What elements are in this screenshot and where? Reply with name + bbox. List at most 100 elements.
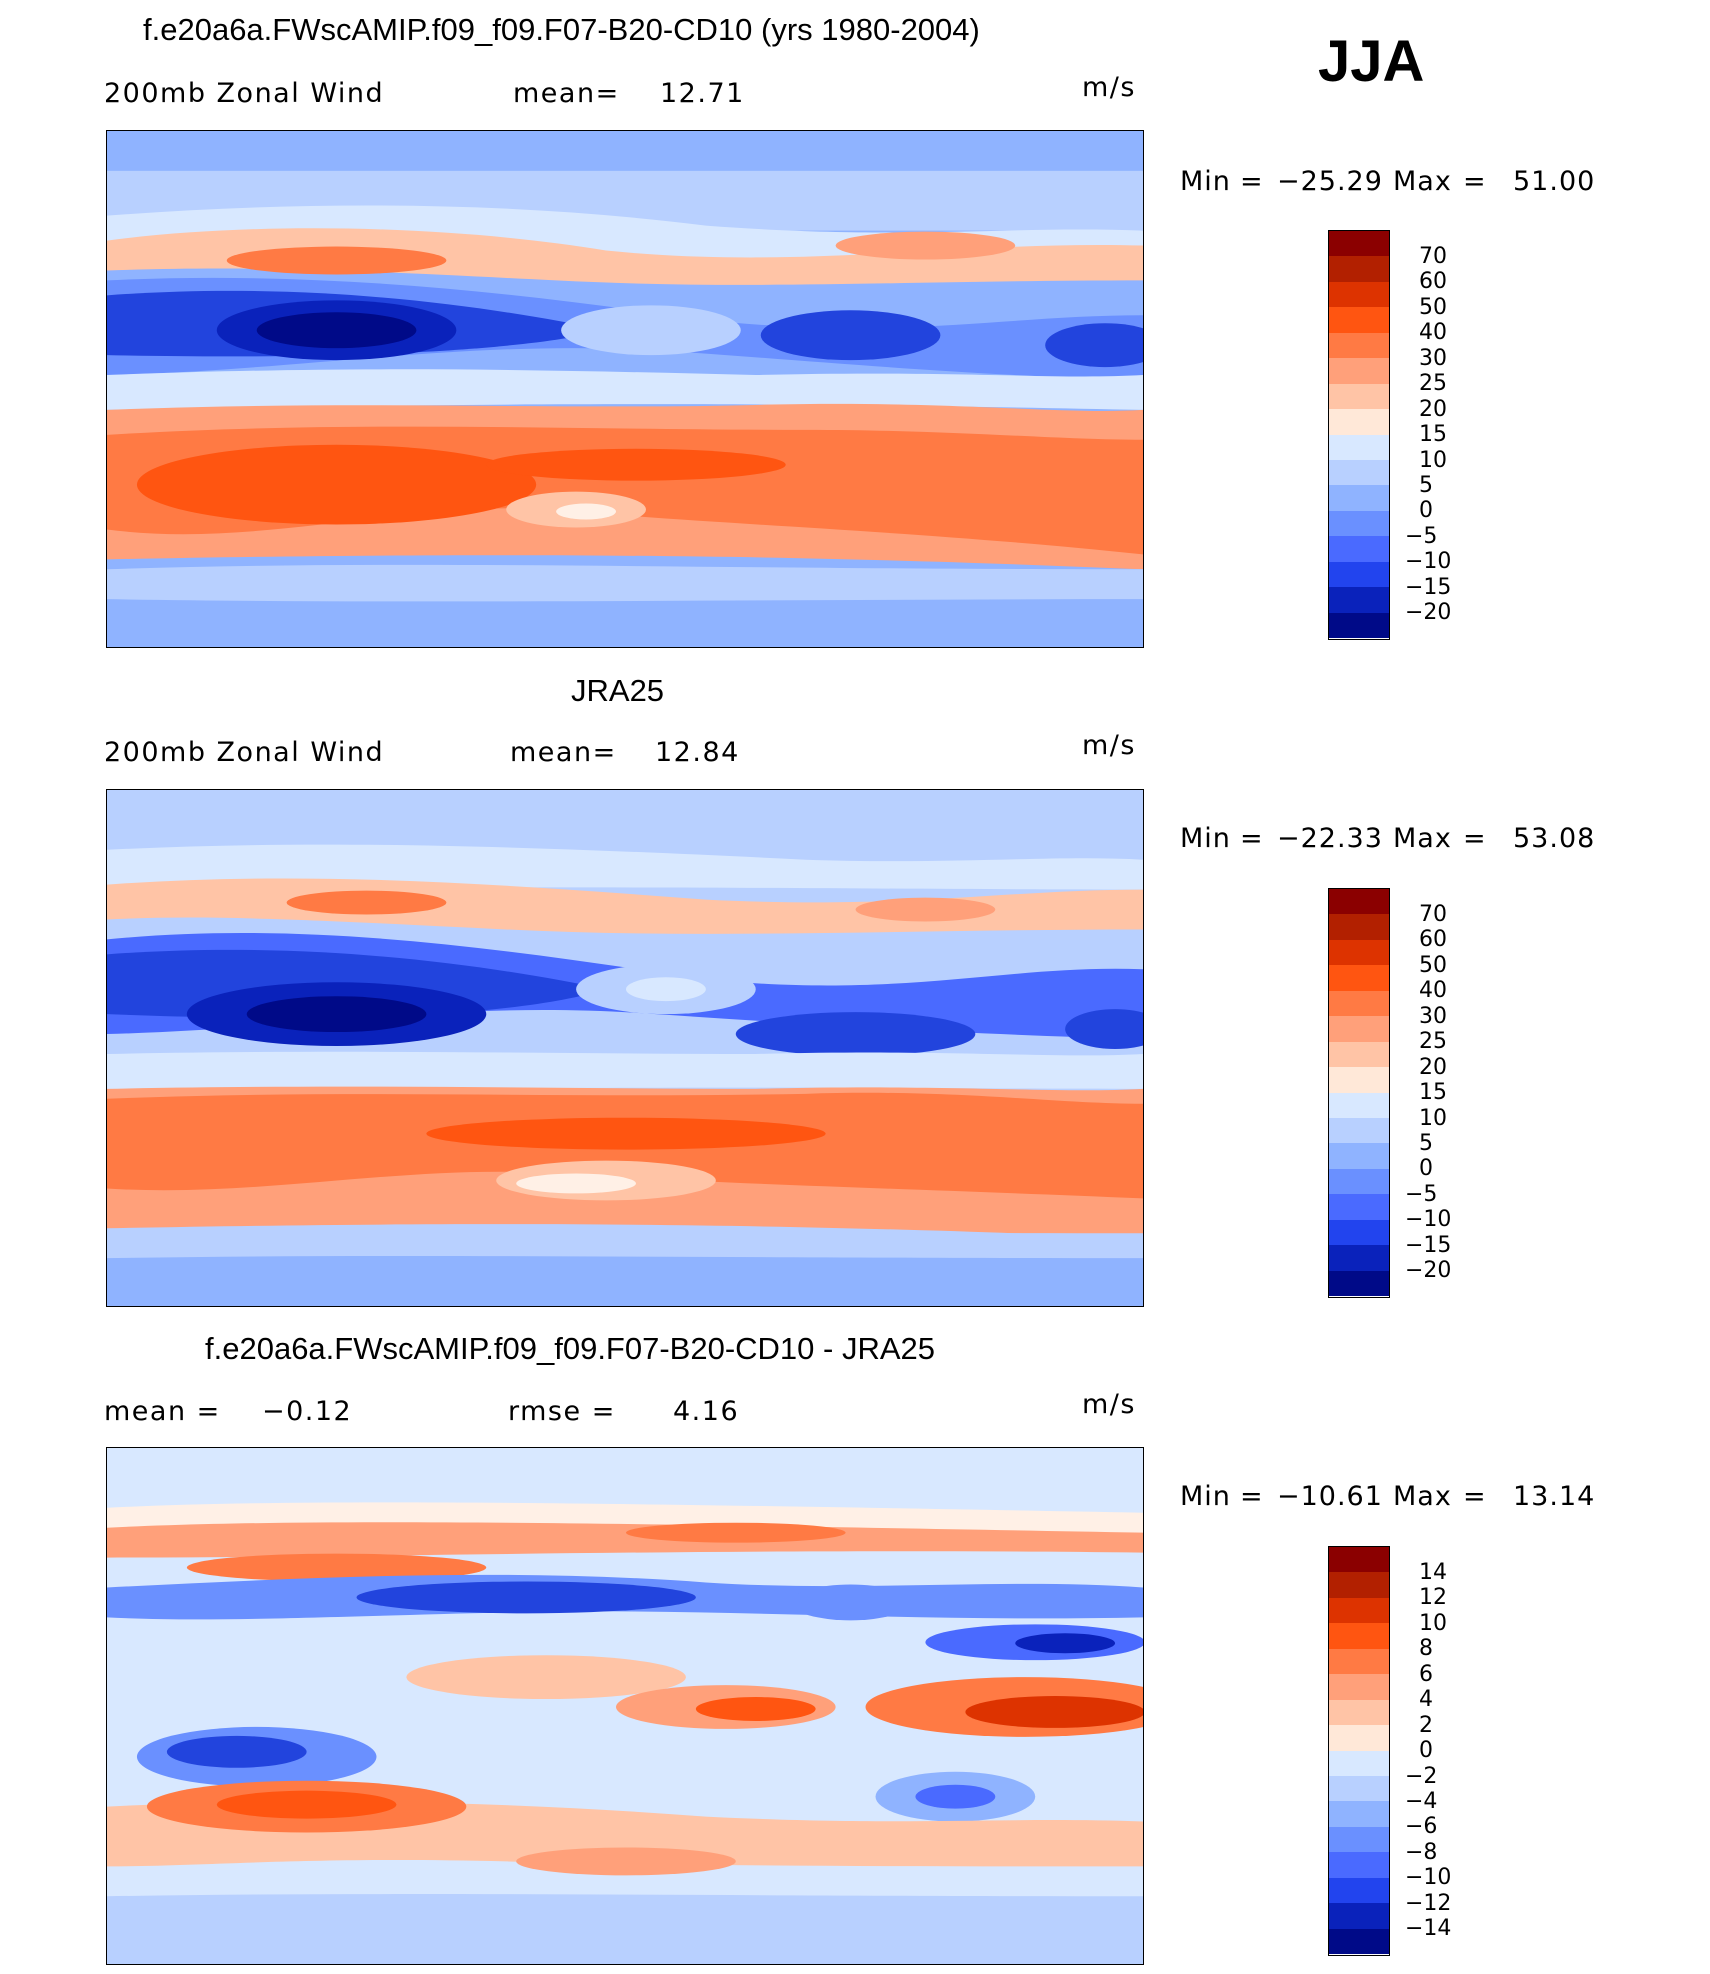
colorbar-swatch [1329, 939, 1389, 966]
panel3-min-equals: = [1240, 1481, 1264, 1512]
panel1-min-value: −25.29 [1277, 166, 1383, 197]
colorbar-tick-label: 8 [1419, 1636, 1433, 1662]
colorbar-swatch [1329, 307, 1389, 333]
colorbar-swatch [1329, 256, 1389, 282]
colorbar-tick-label: 14 [1419, 1560, 1447, 1585]
panel2-max-equals: = [1463, 823, 1487, 854]
panel2-min-equals: = [1240, 823, 1264, 854]
colorbar-swatch [1329, 1597, 1389, 1624]
panel1-mean-value: 12.71 [660, 78, 745, 109]
colorbar-tick-label: 15 [1419, 1080, 1447, 1106]
panel2-max-value: 53.08 [1513, 823, 1596, 854]
panel3-units: m/s [1082, 1389, 1136, 1420]
panel2-mean-label: mean= [510, 737, 617, 768]
panel2-variable-label: 200mb Zonal Wind [104, 737, 385, 768]
colorbar-swatch [1329, 1143, 1389, 1169]
colorbar-swatch [1329, 612, 1389, 638]
colorbar-swatch [1329, 1623, 1389, 1649]
colorbar-tick-label: 4 [1419, 1687, 1433, 1713]
colorbar-tick-label: −10 [1405, 1207, 1452, 1233]
colorbar-tick-label: −10 [1405, 1865, 1452, 1891]
colorbar-swatch [1329, 1826, 1389, 1853]
colorbar-swatch [1329, 1194, 1389, 1220]
colorbar-swatch [1329, 1648, 1389, 1675]
colorbar-swatch [1329, 1801, 1389, 1827]
colorbar-swatch [1329, 1168, 1389, 1195]
colorbar-tick-label: 5 [1419, 1130, 1433, 1156]
colorbar-swatch [1329, 231, 1389, 257]
panel3-rmse-value: 4.16 [673, 1396, 740, 1427]
panel2-min-value: −22.33 [1277, 823, 1383, 854]
panel2-colorbar [1328, 888, 1390, 1298]
colorbar-tick-label: −8 [1405, 1839, 1438, 1865]
panel3-colorbar [1328, 1546, 1390, 1956]
panel1-mean-label: mean= [513, 78, 620, 109]
colorbar-tick-label: 0 [1419, 1156, 1433, 1182]
panel2-title: JRA25 [571, 673, 665, 708]
colorbar-tick-label: 5 [1419, 472, 1433, 498]
panel2-mean-value: 12.84 [655, 737, 740, 768]
colorbar-tick-label: −20 [1405, 600, 1452, 626]
colorbar-swatch [1329, 383, 1389, 410]
colorbar-tick-label: 70 [1419, 902, 1447, 927]
colorbar-tick-label: 10 [1419, 1105, 1447, 1131]
colorbar-swatch [1329, 1725, 1389, 1751]
colorbar-swatch [1329, 1928, 1389, 1954]
colorbar-tick-label: −5 [1405, 523, 1438, 549]
colorbar-swatch [1329, 332, 1389, 359]
panel1-variable-label: 200mb Zonal Wind [104, 78, 385, 109]
colorbar-swatch [1329, 1674, 1389, 1700]
colorbar-tick-label: 10 [1419, 447, 1447, 473]
colorbar-swatch [1329, 587, 1389, 613]
colorbar-swatch [1329, 536, 1389, 562]
colorbar-tick-label: 30 [1419, 345, 1447, 371]
colorbar-swatch [1329, 1067, 1389, 1093]
colorbar-swatch [1329, 1852, 1389, 1878]
panel3-min-label: Min [1180, 1481, 1231, 1512]
colorbar-swatch [1329, 1270, 1389, 1296]
colorbar-tick-label: 2 [1419, 1712, 1433, 1738]
colorbar-tick-label: −14 [1405, 1916, 1452, 1942]
colorbar-tick-label: 20 [1419, 1054, 1447, 1080]
colorbar-tick-label: 30 [1419, 1003, 1447, 1029]
colorbar-tick-label: −15 [1405, 1232, 1452, 1258]
colorbar-swatch [1329, 1750, 1389, 1776]
colorbar-swatch [1329, 1547, 1389, 1573]
colorbar-tick-label: −2 [1405, 1763, 1438, 1789]
panel3-mean-value: −0.12 [262, 1396, 353, 1427]
panel1-min-label: Min [1180, 166, 1231, 197]
panel3-max-equals: = [1463, 1481, 1487, 1512]
colorbar-tick-label: −15 [1405, 574, 1452, 600]
colorbar-tick-label: 10 [1419, 1610, 1447, 1636]
colorbar-swatch [1329, 889, 1389, 915]
colorbar-swatch [1329, 358, 1389, 384]
colorbar-tick-label: −4 [1405, 1788, 1438, 1814]
colorbar-tick-label: −5 [1405, 1181, 1438, 1207]
colorbar-tick-label: 50 [1419, 294, 1447, 320]
panel1-colorbar [1328, 230, 1390, 640]
panel3-min-value: −10.61 [1277, 1481, 1383, 1512]
panel2-max-label: Max [1393, 823, 1452, 854]
panel1-units: m/s [1082, 72, 1136, 103]
panel1-title: f.e20a6a.FWscAMIP.f09_f09.F07-B20-CD10 (… [143, 12, 980, 47]
colorbar-swatch [1329, 914, 1389, 940]
colorbar-swatch [1329, 1903, 1389, 1929]
colorbar-tick-label: 20 [1419, 396, 1447, 422]
colorbar-tick-label: 50 [1419, 952, 1447, 978]
panel3-max-label: Max [1393, 1481, 1452, 1512]
colorbar-swatch [1329, 409, 1389, 435]
panel3-max-value: 13.14 [1513, 1481, 1596, 1512]
panel2-map [106, 789, 1144, 1307]
colorbar-swatch [1329, 459, 1389, 486]
panel3-title: f.e20a6a.FWscAMIP.f09_f09.F07-B20-CD10 -… [205, 1331, 935, 1366]
season-label: JJA [1318, 29, 1425, 94]
colorbar-tick-label: 25 [1419, 1029, 1447, 1055]
panel1-max-equals: = [1463, 166, 1487, 197]
colorbar-tick-label: 60 [1419, 269, 1447, 295]
colorbar-swatch [1329, 965, 1389, 991]
colorbar-swatch [1329, 1877, 1389, 1904]
colorbar-tick-label: 0 [1419, 498, 1433, 524]
colorbar-tick-label: −12 [1405, 1890, 1452, 1916]
colorbar-swatch [1329, 561, 1389, 588]
panel3-rmse-label: rmse = [508, 1396, 616, 1427]
